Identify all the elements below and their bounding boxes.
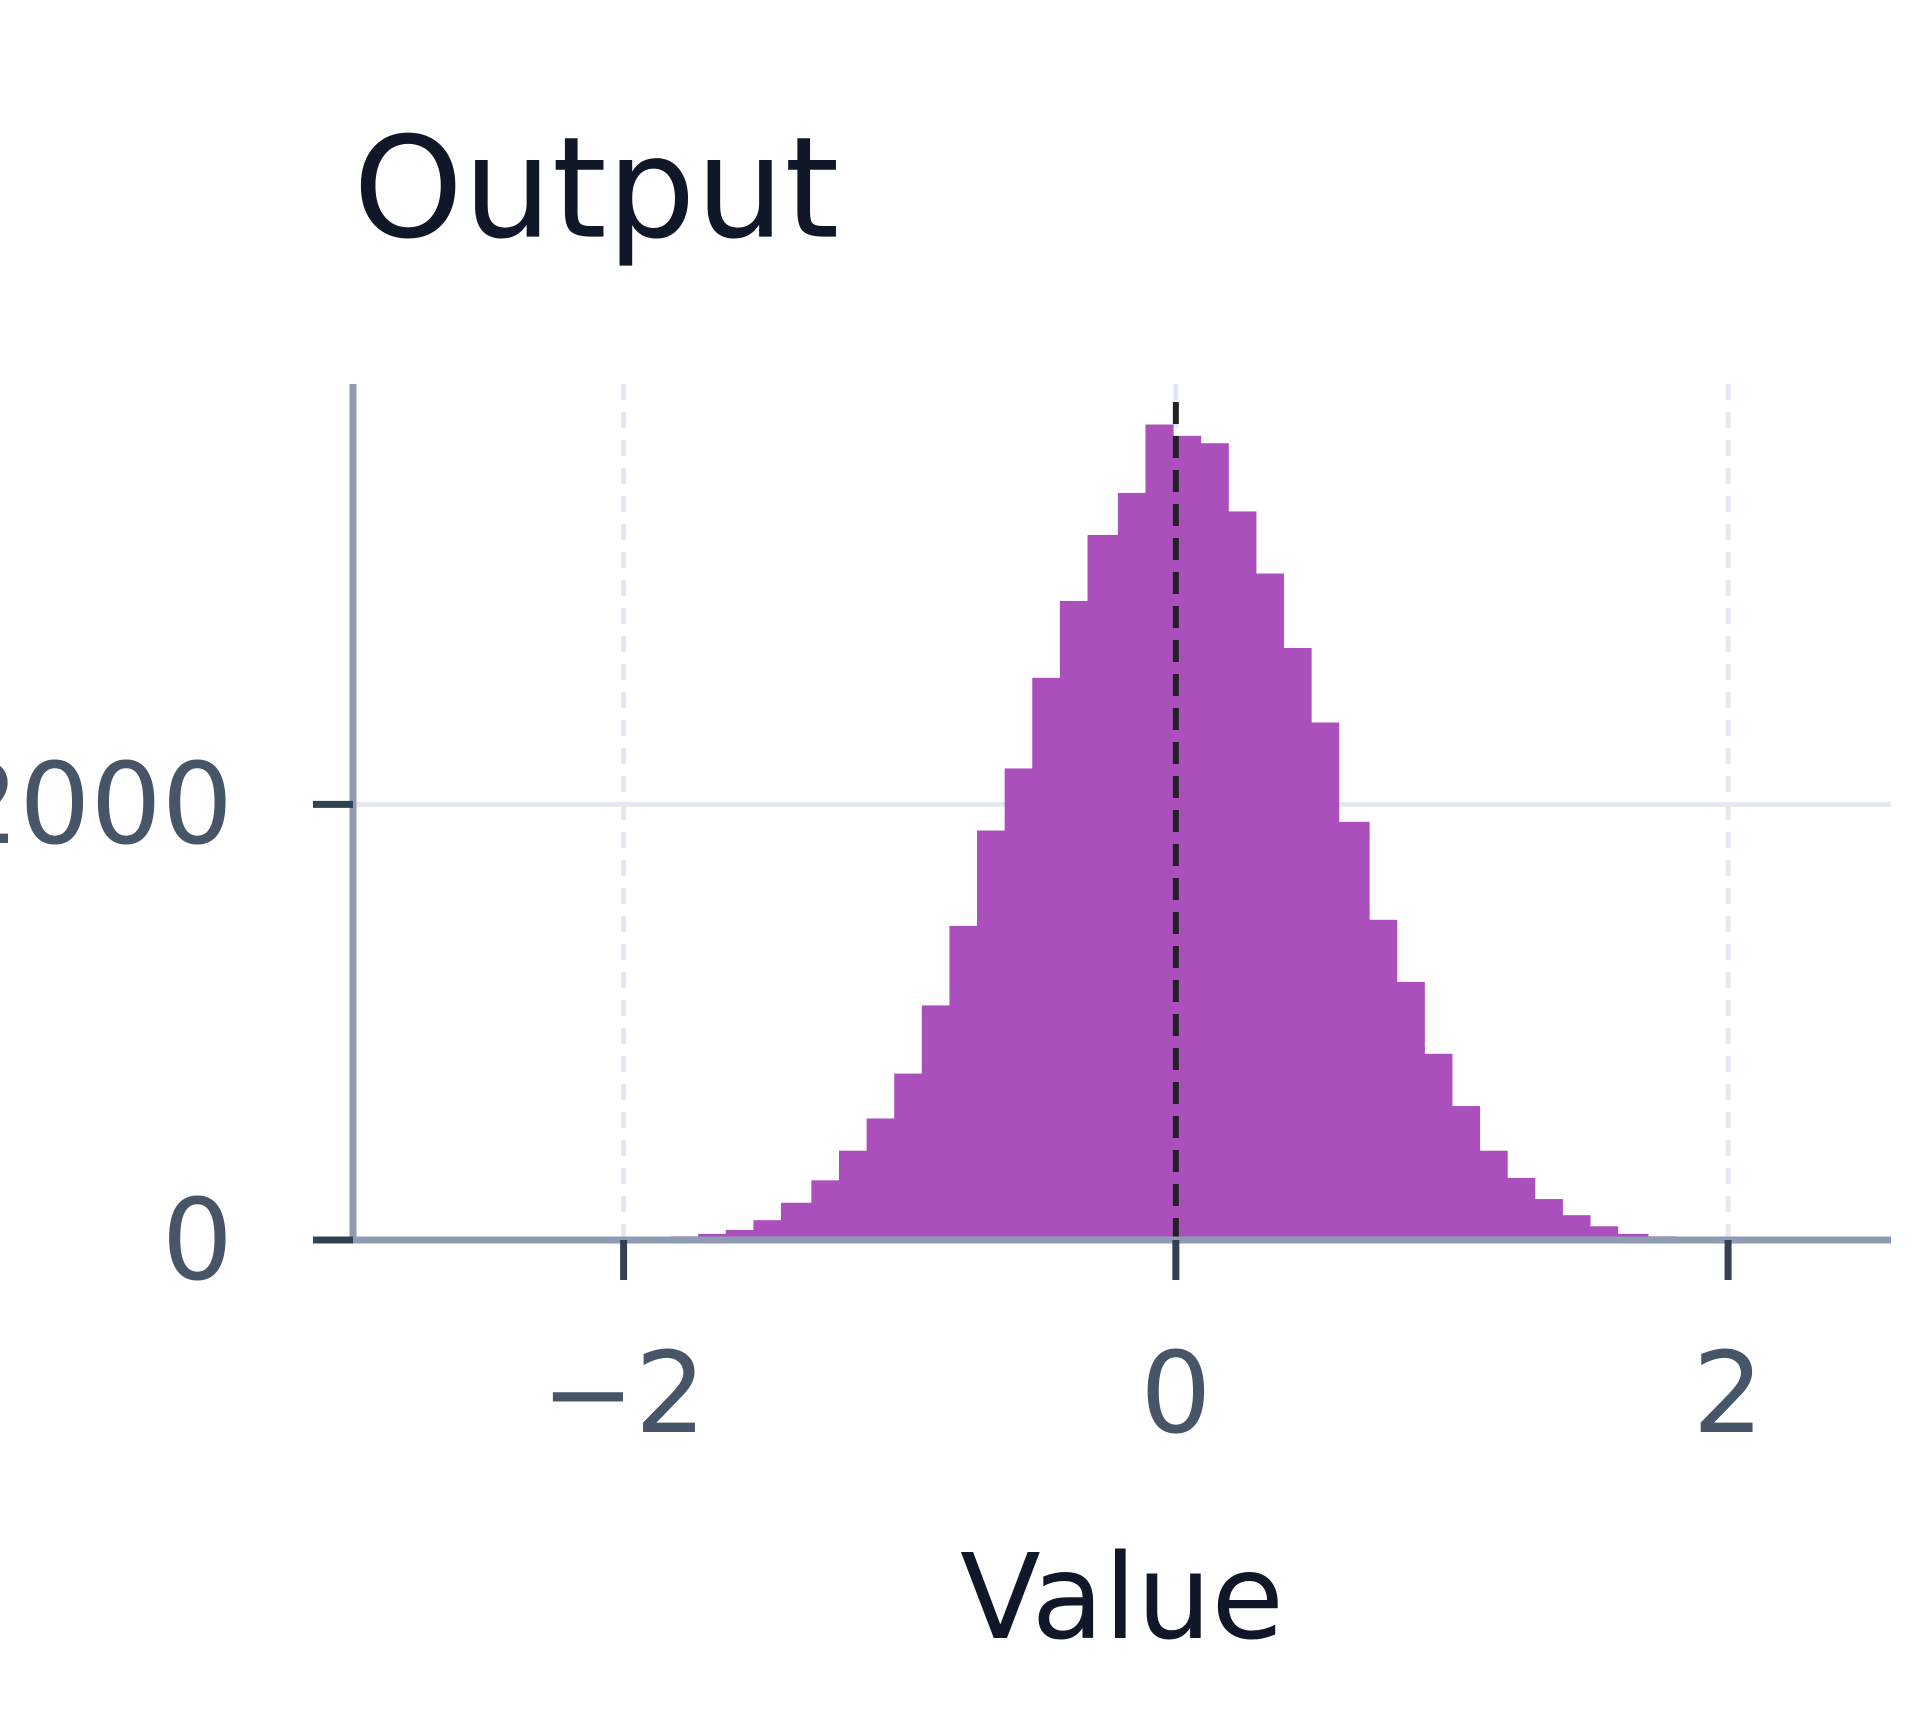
bar bbox=[1032, 677, 1061, 1240]
x-axis-title: Value bbox=[960, 1528, 1284, 1666]
bar bbox=[1087, 534, 1119, 1240]
bar bbox=[1283, 647, 1312, 1240]
bar bbox=[1451, 1106, 1481, 1240]
bar bbox=[780, 1202, 812, 1240]
bar bbox=[1059, 600, 1088, 1240]
bar bbox=[1311, 722, 1340, 1240]
bar bbox=[1200, 443, 1229, 1241]
bar bbox=[1255, 573, 1285, 1240]
bar bbox=[1117, 492, 1146, 1240]
bar bbox=[949, 925, 978, 1240]
bar bbox=[921, 1005, 950, 1240]
bar bbox=[1562, 1215, 1591, 1240]
bar bbox=[1396, 981, 1425, 1240]
bar bbox=[811, 1180, 840, 1240]
bar bbox=[1369, 919, 1398, 1240]
bar bbox=[1338, 821, 1370, 1240]
bar bbox=[894, 1073, 923, 1240]
bar bbox=[725, 1229, 754, 1240]
chart-title: Output bbox=[353, 108, 839, 271]
bar bbox=[977, 830, 1006, 1240]
x-tick-label: 2 bbox=[1692, 1329, 1763, 1459]
bar bbox=[1228, 511, 1257, 1240]
bar bbox=[1004, 768, 1033, 1240]
bar bbox=[1424, 1053, 1453, 1240]
y-tick-label: 2000 bbox=[0, 740, 233, 870]
y-tick-label: 0 bbox=[162, 1176, 233, 1306]
bar bbox=[1479, 1150, 1508, 1240]
bar bbox=[1507, 1177, 1536, 1240]
x-tick-label: 0 bbox=[1140, 1329, 1211, 1459]
x-tick-label: −2 bbox=[541, 1329, 706, 1459]
bar bbox=[838, 1150, 868, 1240]
bar bbox=[753, 1220, 782, 1240]
bar bbox=[866, 1118, 895, 1240]
bar bbox=[1534, 1199, 1563, 1240]
bar bbox=[1173, 435, 1202, 1240]
bar bbox=[1145, 424, 1174, 1241]
